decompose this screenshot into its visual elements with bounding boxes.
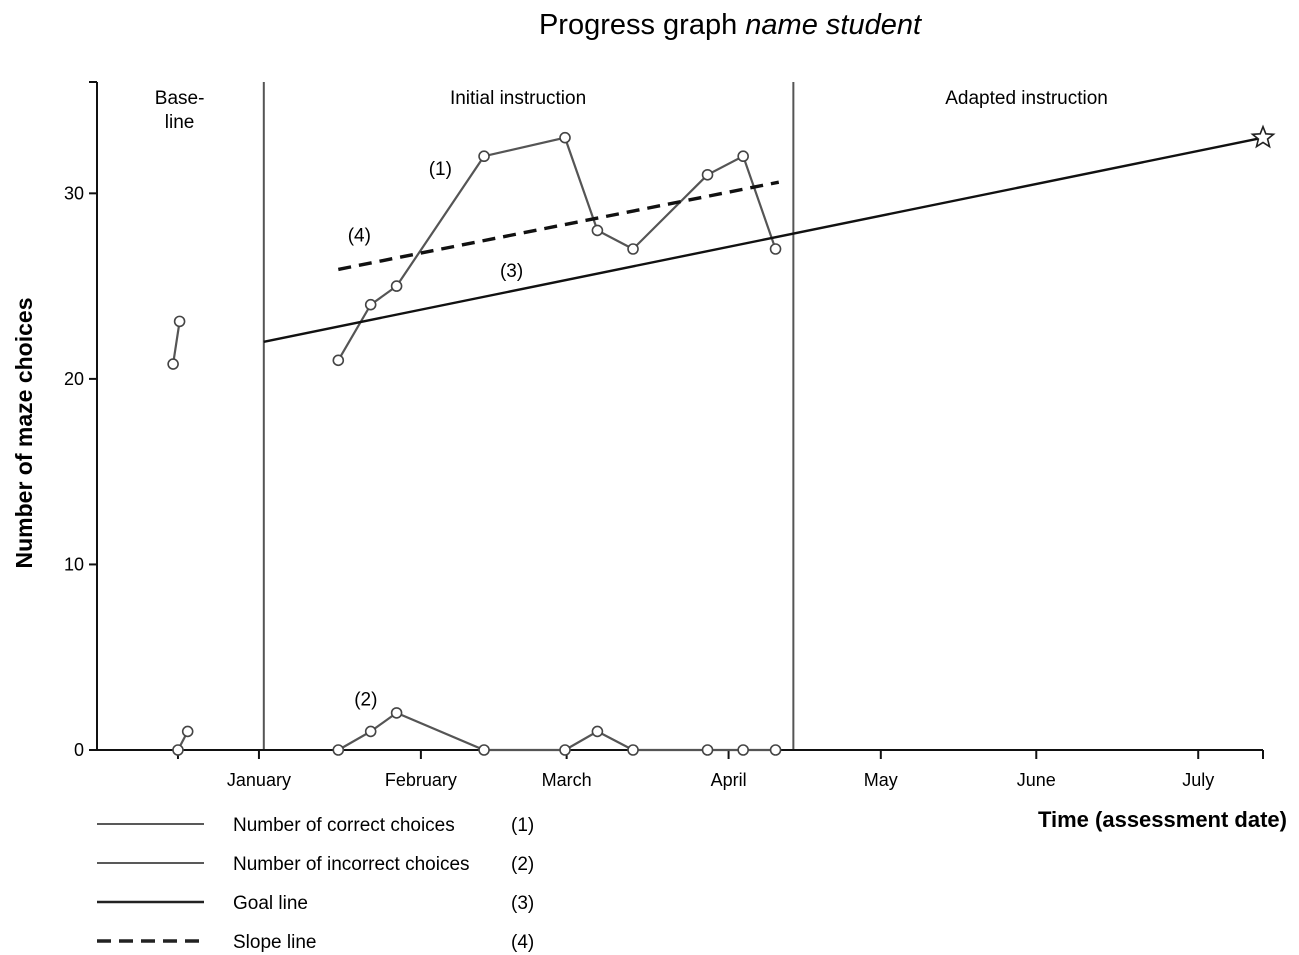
data-point (172, 744, 184, 756)
data-point (478, 150, 490, 163)
chart-title: Progress graph name student (539, 9, 923, 41)
x-tick-label: March (542, 770, 592, 790)
series-marker-label: (3) (500, 261, 523, 282)
data-point (390, 707, 403, 719)
data-point (737, 150, 749, 163)
data-point (364, 725, 377, 738)
series-marker-label: (1) (429, 159, 452, 180)
x-tick-label: June (1017, 770, 1056, 790)
phase-lines (262, 82, 795, 750)
data-point (559, 744, 571, 756)
y-tick-label: 20 (64, 369, 84, 389)
phase-label: Base-line (155, 88, 205, 133)
series-line-2 (337, 711, 776, 752)
data-point (591, 725, 604, 738)
phase-label: Adapted instruction (945, 88, 1108, 109)
data-point (364, 298, 377, 311)
data-point (627, 243, 639, 255)
legend: Number of correct choices (1) Number of in… (97, 815, 534, 953)
goal-line (263, 136, 1264, 343)
axes: 0 10 20 30 January February March April May June J… (64, 81, 1264, 790)
data-point (181, 725, 194, 738)
data-point (701, 744, 714, 756)
data-point (167, 358, 179, 370)
x-tick-label: April (711, 770, 747, 790)
series-marker-label: (2) (354, 689, 377, 710)
data-point (173, 315, 186, 328)
data-point (769, 744, 782, 756)
series-marker-label: (4) (348, 226, 371, 247)
series-line-1 (337, 136, 777, 361)
y-tick-label: 0 (74, 740, 84, 760)
x-tick-label: May (864, 770, 898, 790)
x-tick-label: July (1182, 770, 1214, 790)
phase-label: Initial instruction (450, 88, 586, 109)
legend-marker: (2) (511, 854, 534, 875)
data-point (737, 744, 749, 756)
data-point (390, 280, 403, 292)
data-point (627, 744, 639, 756)
data-point (332, 354, 345, 367)
data-point (478, 744, 490, 756)
x-tick-label: February (385, 770, 457, 790)
x-axis-label: Time (assessment date) (1038, 807, 1287, 832)
data-point (701, 168, 714, 181)
data-point (332, 744, 345, 756)
x-tick-label: January (227, 770, 291, 790)
legend-label: Number of correct choices (233, 815, 455, 836)
y-tick-label: 30 (64, 183, 84, 203)
series-line-1 (172, 321, 181, 365)
chart-title-main: Progress graph (539, 9, 737, 41)
y-axis-label: Number of maze choices (11, 298, 37, 569)
y-tick-label: 10 (64, 554, 84, 574)
legend-label: Goal line (233, 893, 308, 914)
data-point (591, 224, 604, 237)
annotations: Base-line Initial instruction Adapted inst… (155, 88, 1108, 710)
legend-marker: (4) (511, 932, 534, 953)
legend-marker: (3) (511, 893, 534, 914)
legend-label: Slope line (233, 932, 316, 953)
series (167, 124, 1276, 756)
slope-line (337, 180, 780, 272)
data-point (769, 243, 782, 255)
chart-title-name: name student (745, 9, 923, 41)
goal-star-icon (1250, 124, 1276, 149)
data-point (559, 131, 571, 144)
legend-marker: (1) (511, 815, 534, 836)
legend-label: Number of incorrect choices (233, 854, 470, 875)
